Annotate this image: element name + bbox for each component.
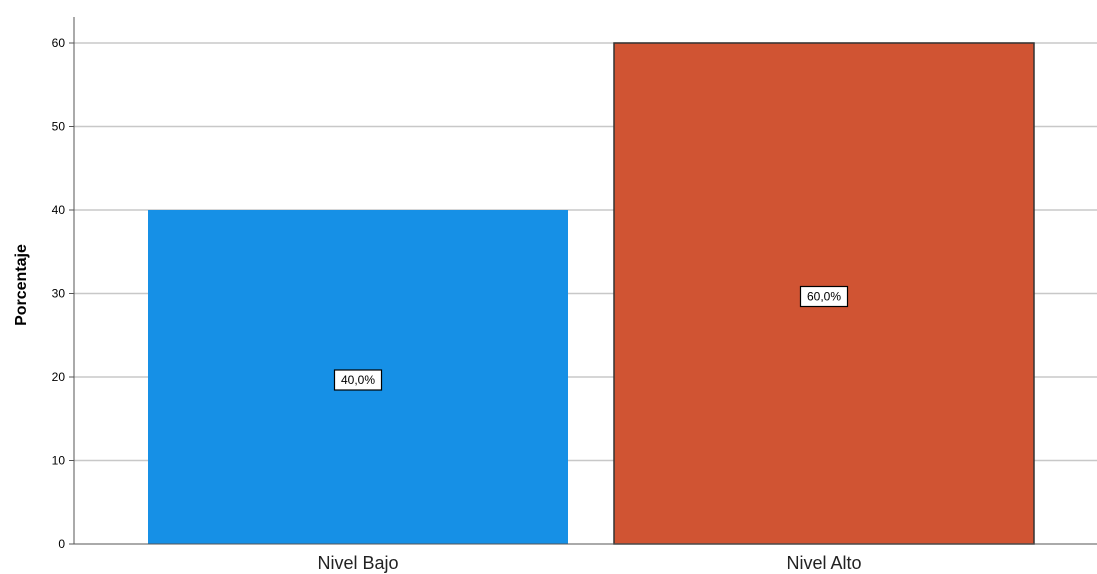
y-tick-label: 10 — [52, 454, 66, 468]
x-tick-label: Nivel Alto — [786, 553, 861, 573]
data-labels: 40,0% 60,0% — [333, 285, 849, 391]
y-tick-label: 0 — [58, 537, 65, 551]
y-tick-labels: 0 10 20 30 40 50 60 — [52, 36, 66, 551]
data-label-box — [333, 369, 383, 391]
y-tick-label: 20 — [52, 370, 66, 384]
data-label-box — [799, 285, 849, 308]
x-tick-label: Nivel Bajo — [317, 553, 398, 573]
y-tick-label: 40 — [52, 203, 66, 217]
data-label: 40,0% — [341, 373, 375, 387]
y-tick-label: 30 — [52, 287, 66, 301]
axes — [73, 17, 1097, 545]
data-label: 60,0% — [807, 290, 841, 304]
y-tick-label: 60 — [52, 36, 66, 50]
x-tick-labels: Nivel Bajo Nivel Alto — [317, 553, 861, 573]
y-axis-title: Porcentaje — [13, 244, 30, 326]
y-tick-label: 50 — [52, 120, 66, 134]
